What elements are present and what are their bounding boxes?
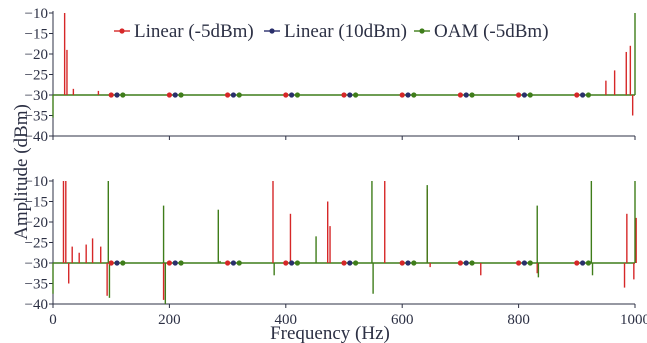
y-tick-label: −35 bbox=[25, 277, 48, 293]
series-marker bbox=[230, 260, 237, 266]
series-marker bbox=[411, 92, 417, 98]
legend-label: OAM (-5dBm) bbox=[434, 21, 549, 42]
series-marker bbox=[289, 260, 295, 266]
series-marker bbox=[521, 260, 528, 266]
legend-swatch-marker bbox=[269, 28, 275, 34]
series-marker bbox=[289, 92, 295, 98]
x-tick-label: 600 bbox=[391, 312, 414, 328]
y-tick-label: −20 bbox=[25, 47, 48, 63]
y-tick-label: −25 bbox=[25, 236, 48, 252]
x-tick-label: 200 bbox=[158, 312, 181, 328]
series-marker bbox=[457, 260, 463, 266]
series-marker bbox=[527, 260, 533, 266]
series-marker bbox=[230, 92, 237, 98]
y-tick-label: −35 bbox=[25, 109, 48, 125]
series-marker bbox=[283, 92, 289, 98]
series-marker bbox=[120, 260, 126, 266]
series-marker bbox=[166, 92, 172, 98]
series-marker bbox=[166, 260, 172, 266]
x-tick-label: 800 bbox=[507, 312, 530, 328]
series-marker bbox=[574, 260, 580, 266]
series-marker bbox=[341, 260, 347, 266]
series-marker bbox=[463, 260, 469, 266]
series-marker bbox=[527, 92, 533, 98]
series-marker bbox=[114, 92, 120, 98]
series-marker bbox=[120, 92, 126, 98]
legend-swatch-marker bbox=[419, 28, 425, 34]
series-marker bbox=[178, 260, 184, 266]
series-marker bbox=[341, 92, 347, 98]
y-tick-label: −40 bbox=[25, 297, 48, 313]
series-marker bbox=[172, 92, 178, 98]
series-marker bbox=[294, 92, 301, 98]
series-marker bbox=[353, 92, 359, 98]
y-tick-label: −10 bbox=[25, 174, 48, 190]
y-tick-label: −40 bbox=[25, 129, 48, 145]
legend-swatch-marker bbox=[119, 28, 125, 34]
series-marker bbox=[294, 260, 301, 266]
series-marker bbox=[516, 92, 522, 98]
series-marker bbox=[347, 92, 353, 98]
x-tick-label: 1000 bbox=[620, 312, 647, 328]
series-marker bbox=[236, 260, 242, 266]
series-marker bbox=[574, 92, 580, 98]
series-marker bbox=[585, 92, 592, 98]
series-marker bbox=[108, 92, 114, 98]
x-tick-label: 0 bbox=[49, 312, 57, 328]
y-tick-label: −20 bbox=[25, 215, 48, 231]
series-marker bbox=[516, 260, 522, 266]
y-tick-label: −15 bbox=[25, 27, 48, 43]
series-marker bbox=[347, 260, 353, 266]
series-marker bbox=[405, 260, 411, 266]
series-marker bbox=[172, 260, 178, 266]
x-tick-label: 400 bbox=[275, 312, 298, 328]
series-marker bbox=[469, 92, 475, 98]
y-tick-label: −30 bbox=[25, 256, 48, 272]
y-tick-label: −25 bbox=[25, 68, 48, 84]
series-marker bbox=[399, 92, 405, 98]
y-axis-label: Amplitude (dBm) bbox=[11, 104, 32, 240]
series-marker bbox=[411, 260, 417, 266]
x-axis-label: Frequency (Hz) bbox=[270, 323, 390, 343]
series-marker bbox=[463, 92, 469, 98]
series-marker bbox=[405, 92, 411, 98]
series-marker bbox=[114, 260, 120, 266]
y-tick-label: −30 bbox=[25, 88, 48, 104]
bottom-panel: −10 −15 −20 −25 −30 −35 −400 200 400 600 800 1000 bbox=[25, 174, 647, 328]
series-marker bbox=[521, 92, 528, 98]
series-marker bbox=[580, 92, 586, 98]
series-marker bbox=[225, 260, 231, 266]
legend-label: Linear (10dBm) bbox=[284, 21, 407, 42]
series-marker bbox=[236, 92, 242, 98]
series-marker bbox=[580, 260, 586, 266]
top-panel: −10 −15 −20 −25 −30 −35 −40 bbox=[25, 6, 636, 145]
series-marker bbox=[178, 92, 184, 98]
series-marker bbox=[399, 260, 405, 266]
series-marker bbox=[108, 260, 114, 266]
series-marker bbox=[469, 260, 475, 266]
legend-label: Linear (-5dBm) bbox=[134, 21, 254, 42]
series-marker bbox=[457, 92, 463, 98]
y-tick-label: −15 bbox=[25, 195, 48, 211]
series-marker bbox=[283, 260, 289, 266]
legend: Linear (-5dBm) Linear (10dBm) OAM (-5dBm) bbox=[114, 21, 549, 42]
y-tick-label: −10 bbox=[25, 6, 48, 22]
series-marker bbox=[225, 92, 231, 98]
series-marker bbox=[353, 260, 359, 266]
series-marker bbox=[585, 260, 592, 266]
